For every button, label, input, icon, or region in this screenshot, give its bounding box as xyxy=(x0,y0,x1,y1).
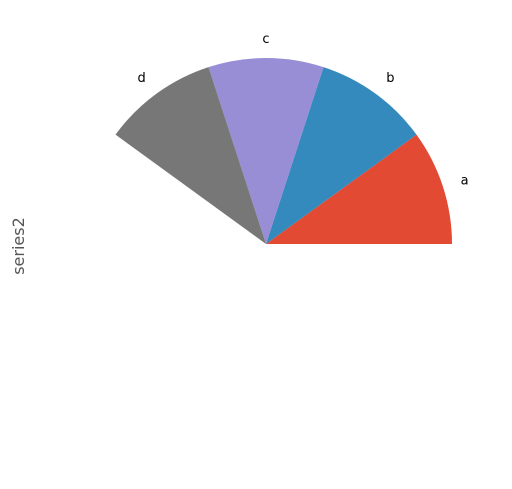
pie-slice-d xyxy=(115,67,267,244)
pie-labels: a b c d xyxy=(137,32,468,188)
y-axis-label: series2 xyxy=(9,217,28,275)
pie-slice-a xyxy=(266,134,452,244)
slice-label-b: b xyxy=(386,71,394,86)
slice-label-c: c xyxy=(262,32,269,47)
pie-slice-b xyxy=(266,67,417,244)
pie-slices xyxy=(115,57,452,245)
slice-label-a: a xyxy=(461,173,469,188)
slice-label-d: d xyxy=(137,71,145,86)
pie-slice-c xyxy=(208,57,324,245)
